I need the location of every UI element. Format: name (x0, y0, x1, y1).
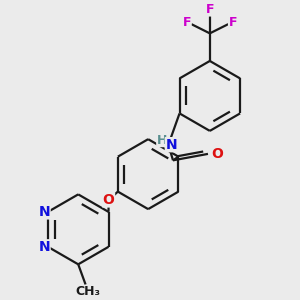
Text: F: F (183, 16, 191, 29)
Text: N: N (165, 138, 177, 152)
Text: O: O (211, 147, 223, 161)
Text: F: F (229, 16, 237, 29)
Text: F: F (206, 3, 214, 16)
Text: N: N (38, 205, 50, 219)
Text: H: H (157, 134, 167, 147)
Text: O: O (103, 193, 115, 207)
Text: CH₃: CH₃ (75, 285, 100, 298)
Text: N: N (38, 240, 50, 254)
